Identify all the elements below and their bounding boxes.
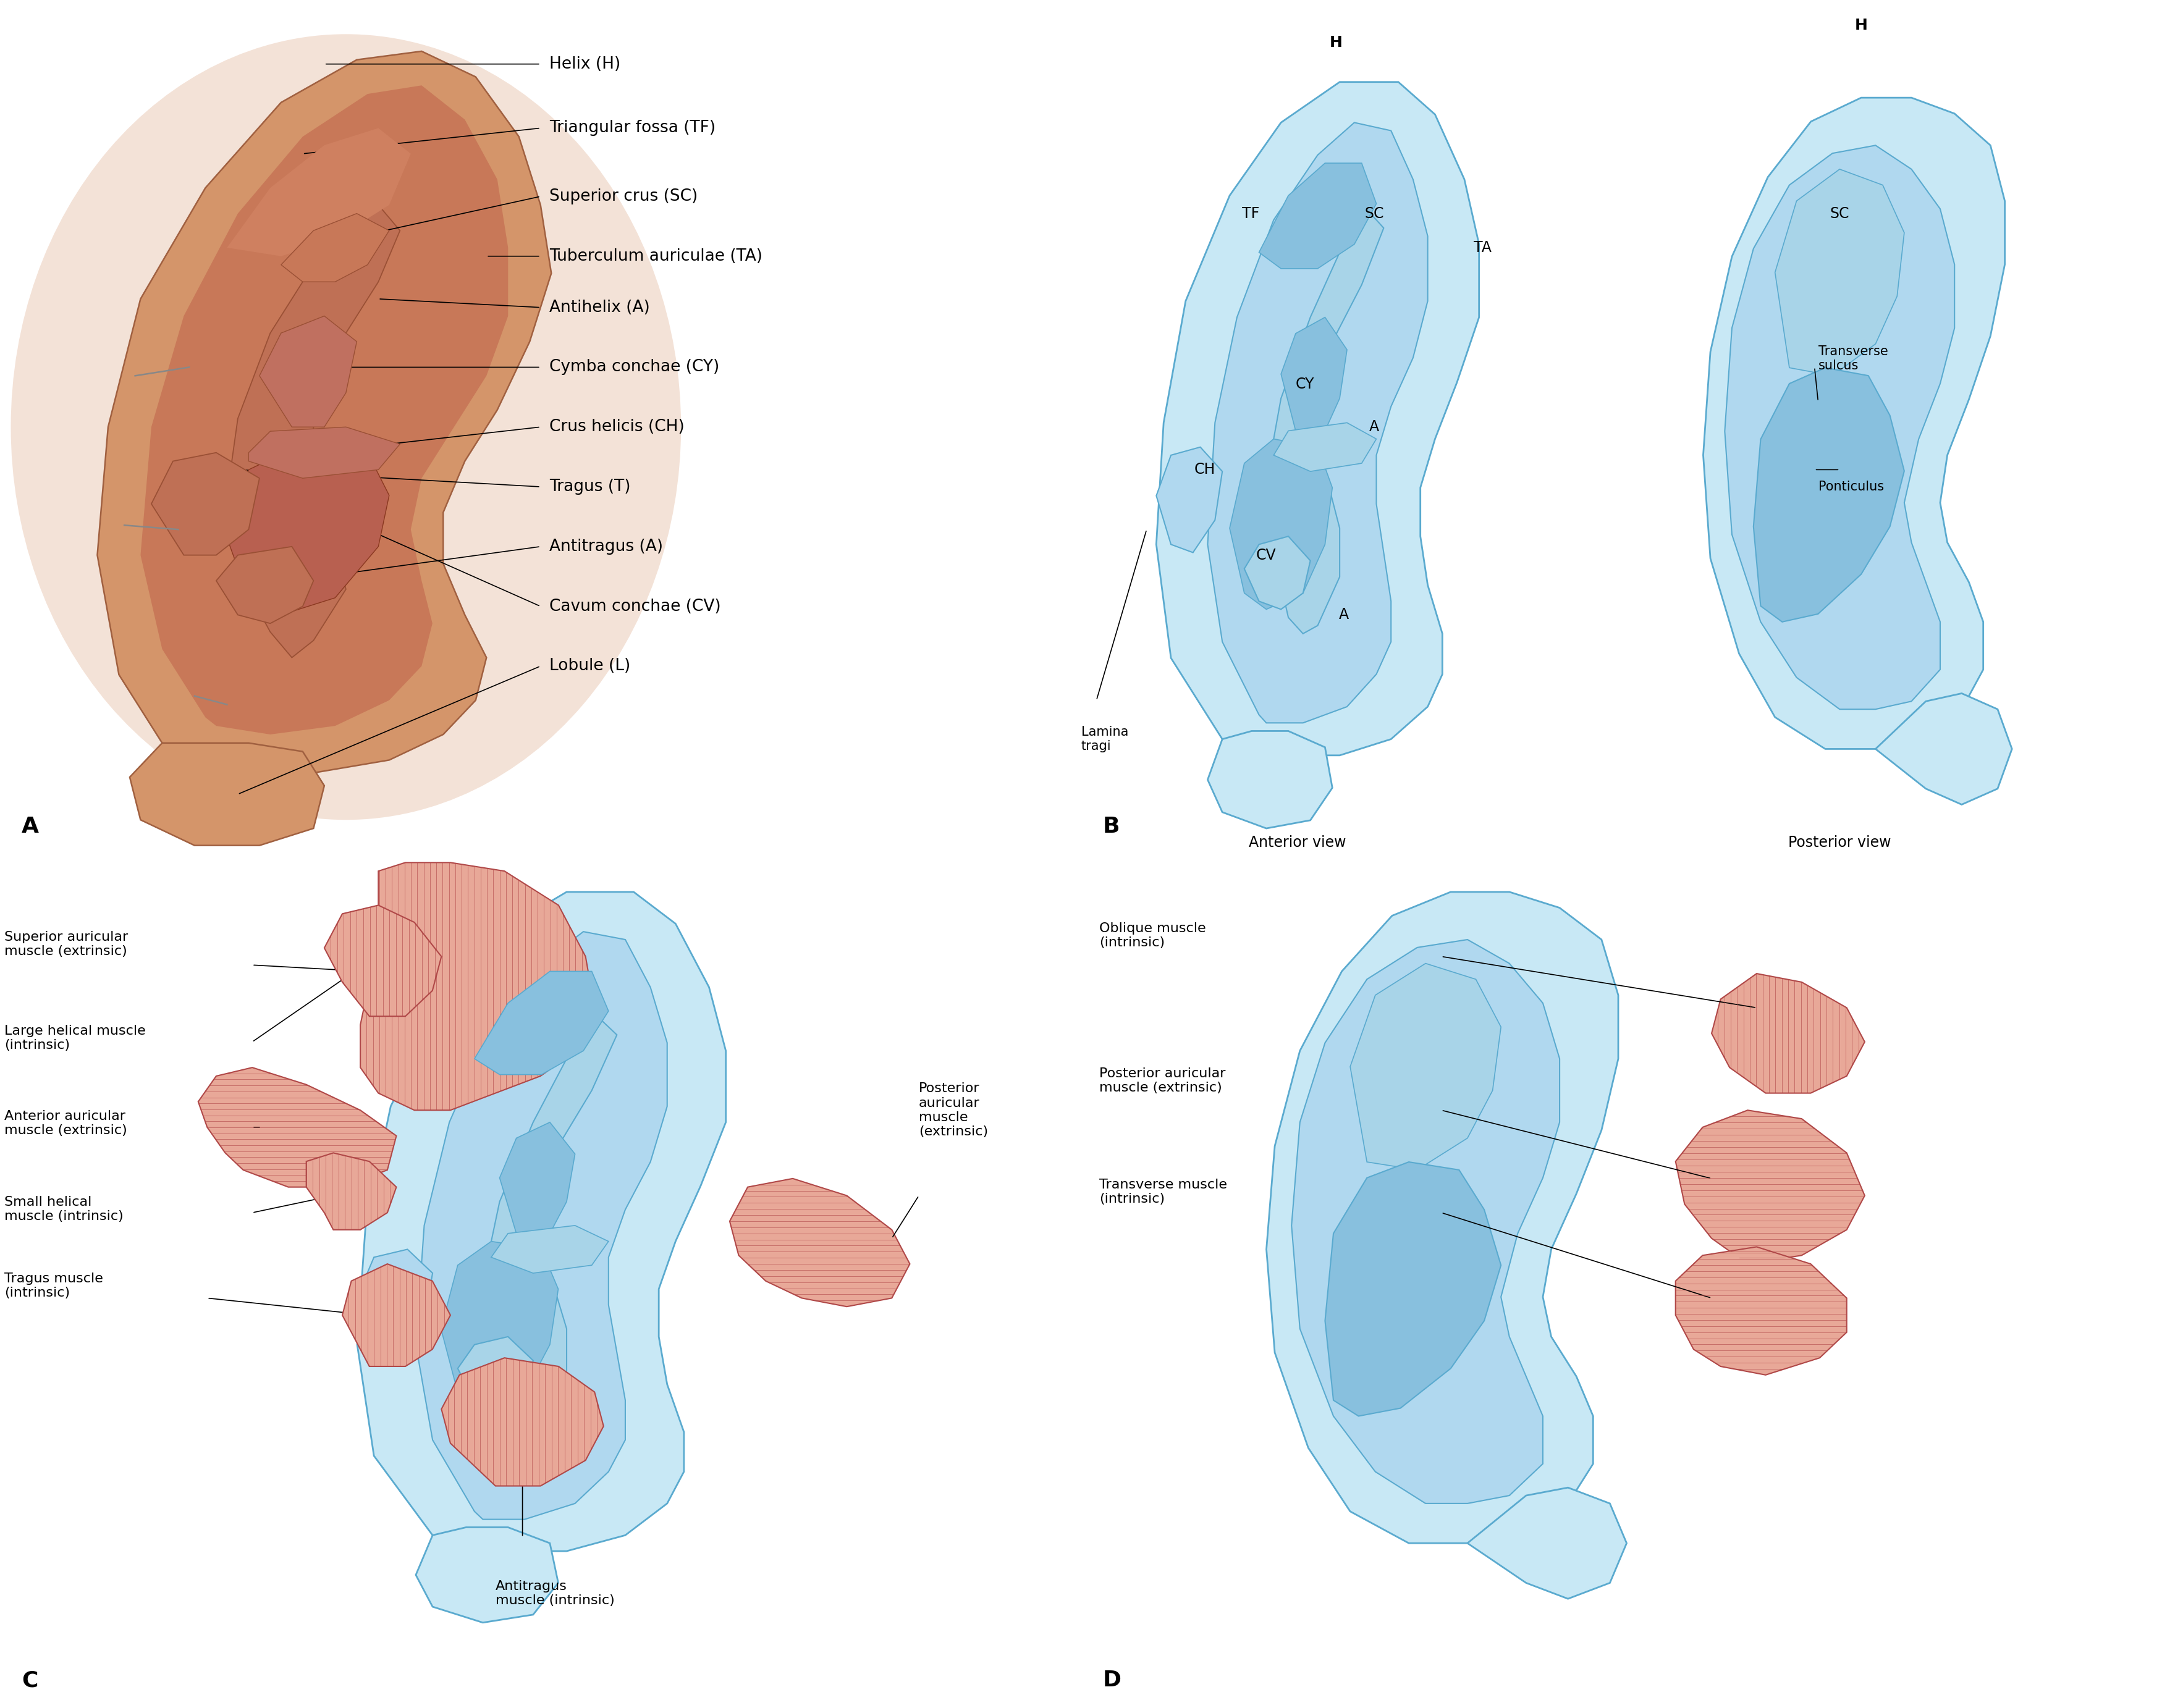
Polygon shape [1273, 424, 1377, 471]
Text: TA: TA [1474, 241, 1492, 254]
Text: Transverse muscle
(intrinsic): Transverse muscle (intrinsic) [1098, 1179, 1226, 1206]
Text: Helix (H): Helix (H) [549, 56, 620, 72]
Polygon shape [357, 892, 726, 1551]
Text: Antihelix (A): Antihelix (A) [549, 299, 651, 316]
Polygon shape [141, 85, 508, 734]
Polygon shape [227, 128, 411, 256]
Text: CH: CH [1193, 463, 1215, 477]
Polygon shape [1712, 974, 1864, 1093]
Polygon shape [1291, 939, 1559, 1503]
Polygon shape [491, 1226, 608, 1272]
Polygon shape [281, 214, 389, 282]
Ellipse shape [11, 34, 681, 820]
Polygon shape [1157, 447, 1222, 553]
Text: A: A [1369, 420, 1379, 434]
Polygon shape [1676, 1110, 1864, 1264]
Text: Anterior auricular
muscle (extrinsic): Anterior auricular muscle (extrinsic) [4, 1110, 128, 1138]
Polygon shape [1245, 536, 1310, 610]
Polygon shape [1349, 963, 1500, 1170]
Polygon shape [1725, 145, 1954, 709]
Polygon shape [130, 743, 324, 845]
Polygon shape [1874, 693, 2013, 804]
Polygon shape [1157, 82, 1479, 755]
Polygon shape [249, 427, 400, 478]
Text: SC: SC [1829, 207, 1849, 220]
Polygon shape [361, 863, 595, 1110]
Text: Cavum conchae (CV): Cavum conchae (CV) [549, 598, 720, 615]
Polygon shape [1704, 97, 2004, 748]
Polygon shape [415, 1527, 558, 1623]
Text: Triangular fossa (TF): Triangular fossa (TF) [549, 120, 716, 137]
Text: Tragus (T): Tragus (T) [549, 478, 631, 495]
Polygon shape [216, 547, 313, 623]
Polygon shape [1775, 169, 1905, 376]
Polygon shape [482, 1011, 616, 1431]
Text: Crus helicis (CH): Crus helicis (CH) [549, 418, 685, 436]
Text: Posterior auricular
muscle (extrinsic): Posterior auricular muscle (extrinsic) [1098, 1068, 1226, 1095]
Text: Posterior
auricular
muscle
(extrinsic): Posterior auricular muscle (extrinsic) [919, 1083, 988, 1138]
Polygon shape [342, 1264, 450, 1366]
Polygon shape [1325, 1161, 1500, 1416]
Polygon shape [1267, 203, 1384, 634]
Polygon shape [97, 51, 551, 772]
Polygon shape [441, 1358, 603, 1486]
Text: CV: CV [1256, 548, 1276, 562]
Polygon shape [415, 931, 668, 1520]
Polygon shape [1230, 439, 1332, 610]
Polygon shape [1267, 892, 1617, 1544]
Text: Posterior view: Posterior view [1788, 835, 1892, 851]
Text: B: B [1103, 816, 1120, 837]
Polygon shape [1209, 731, 1332, 828]
Polygon shape [1209, 123, 1427, 722]
Text: Tragus muscle
(intrinsic): Tragus muscle (intrinsic) [4, 1272, 104, 1300]
Polygon shape [458, 1337, 534, 1407]
Text: Antitragus
muscle (intrinsic): Antitragus muscle (intrinsic) [495, 1580, 614, 1607]
Polygon shape [1280, 318, 1347, 430]
Polygon shape [307, 1153, 396, 1230]
Text: A: A [22, 816, 39, 837]
Polygon shape [1753, 367, 1905, 622]
Text: D: D [1103, 1670, 1122, 1691]
Text: TF: TF [1243, 207, 1260, 220]
Polygon shape [259, 316, 357, 427]
Text: Oblique muscle
(intrinsic): Oblique muscle (intrinsic) [1098, 922, 1206, 950]
Text: SC: SC [1364, 207, 1384, 220]
Polygon shape [473, 972, 608, 1074]
Polygon shape [1258, 162, 1377, 268]
Text: Large helical muscle
(intrinsic): Large helical muscle (intrinsic) [4, 1025, 145, 1052]
Text: CY: CY [1295, 377, 1314, 391]
Polygon shape [441, 1242, 558, 1407]
Text: H: H [1855, 19, 1868, 32]
Polygon shape [1468, 1488, 1626, 1599]
Text: Lamina
tragi: Lamina tragi [1081, 726, 1129, 753]
Text: H: H [1330, 36, 1343, 50]
Text: Transverse
sulcus: Transverse sulcus [1818, 345, 1887, 372]
Text: Superior crus (SC): Superior crus (SC) [549, 188, 698, 205]
Text: Tuberculum auriculae (TA): Tuberculum auriculae (TA) [549, 248, 763, 265]
Polygon shape [227, 205, 400, 658]
Text: Superior auricular
muscle (extrinsic): Superior auricular muscle (extrinsic) [4, 931, 128, 958]
Polygon shape [151, 453, 259, 555]
Text: Ponticulus: Ponticulus [1818, 480, 1883, 494]
Polygon shape [199, 1068, 396, 1187]
Text: C: C [22, 1670, 39, 1691]
Polygon shape [729, 1179, 910, 1307]
Text: Small helical
muscle (intrinsic): Small helical muscle (intrinsic) [4, 1196, 123, 1223]
Polygon shape [357, 1249, 432, 1353]
Polygon shape [1676, 1247, 1846, 1375]
Text: Anterior view: Anterior view [1247, 835, 1347, 851]
Text: Antitragus (A): Antitragus (A) [549, 538, 664, 555]
Polygon shape [324, 905, 441, 1016]
Text: Lobule (L): Lobule (L) [549, 658, 631, 675]
Polygon shape [499, 1122, 575, 1233]
Polygon shape [227, 444, 389, 615]
Text: A: A [1338, 608, 1349, 622]
Text: Cymba conchae (CY): Cymba conchae (CY) [549, 359, 720, 376]
